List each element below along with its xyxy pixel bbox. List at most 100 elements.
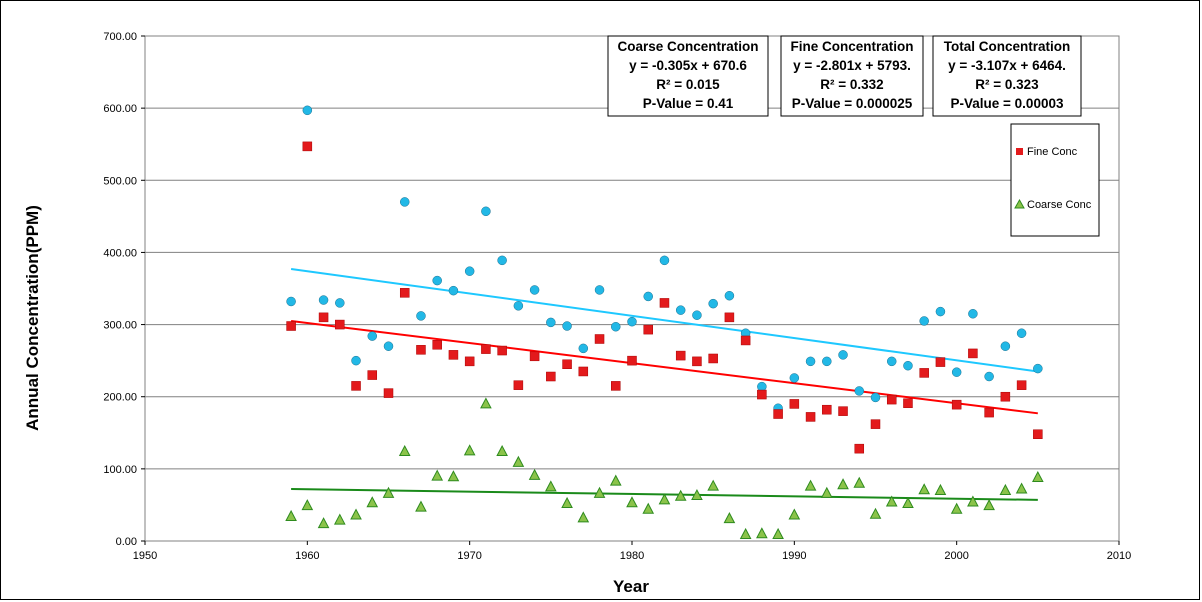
fine-conc-point — [675, 350, 686, 361]
total-conc-point — [1033, 363, 1043, 374]
x-tick-label: 2010 — [1107, 550, 1131, 562]
x-tick-label: 1950 — [133, 550, 157, 562]
stat-box-r2: R² = 0.323 — [975, 77, 1039, 92]
total-conc-point — [886, 356, 897, 367]
fine-conc-point — [351, 381, 361, 391]
fine-conc-point — [367, 370, 378, 380]
coarse-conc-point — [415, 500, 427, 512]
coarse-conc-point — [398, 444, 411, 457]
coarse-conc-point — [577, 511, 590, 523]
total-conc-point — [675, 305, 686, 315]
coarse-conc-point — [333, 513, 346, 525]
total-conc-point — [286, 296, 296, 307]
coarse-conc-point — [885, 495, 898, 507]
coarse-conc-point — [382, 486, 395, 498]
coarse-conc-point — [772, 527, 784, 540]
legend-marker-triangle — [1014, 198, 1025, 209]
total-conc-point — [1000, 341, 1011, 351]
fine-conc-point — [984, 407, 994, 418]
coarse-conc-point — [463, 444, 476, 456]
total-conc-point — [497, 255, 507, 266]
x-tick-label: 2000 — [944, 550, 968, 562]
coarse-conc-point — [1032, 470, 1044, 483]
total-conc-point — [919, 316, 929, 326]
fine-conc-point — [481, 344, 491, 354]
fine-conc-point — [318, 312, 329, 323]
coarse-conc-point — [788, 508, 801, 520]
fine-conc-point — [578, 366, 589, 377]
total-conc-point — [611, 321, 621, 332]
coarse-conc-point — [642, 502, 655, 514]
fine-conc-point — [886, 394, 897, 405]
total-conc-point — [1016, 328, 1027, 338]
total-conc-point — [399, 197, 410, 207]
total-conc-point — [529, 285, 540, 295]
stat-box-pvalue: P-Value = 0.000025 — [792, 96, 913, 111]
legend-label: Coarse Conc — [1027, 199, 1092, 211]
total-conc-point — [416, 311, 426, 321]
x-axis-title: Year — [613, 577, 649, 596]
fine-conc-point — [464, 356, 475, 367]
total-conc-point — [594, 285, 605, 295]
trend-line-0 — [290, 319, 1038, 415]
coarse-conc-point — [918, 483, 931, 495]
coarse-conc-point — [804, 479, 817, 491]
y-tick-label: 400.00 — [103, 247, 137, 259]
total-conc-point — [432, 275, 442, 286]
coarse-conc-point — [658, 493, 671, 505]
coarse-conc-point — [545, 480, 557, 492]
total-conc-point — [822, 356, 832, 367]
total-conc-point — [789, 373, 800, 383]
total-conc-point — [335, 298, 345, 308]
coarse-conc-point — [820, 486, 833, 498]
total-conc-point — [903, 360, 913, 371]
x-tick-label: 1990 — [782, 550, 806, 562]
fine-conc-point — [708, 353, 718, 364]
fine-conc-point — [692, 356, 702, 367]
coarse-conc-point — [626, 496, 638, 508]
fine-conc-point — [1016, 380, 1027, 390]
fine-conc-point — [1000, 391, 1011, 402]
x-axis-ticks: 1950 1960 1970 1980 1990 2000 2010 — [133, 541, 1131, 562]
stat-box-equation: y = -0.305x + 670.6 — [629, 58, 747, 73]
coarse-conc-point — [950, 502, 963, 514]
coarse-conc-point — [431, 469, 444, 481]
total-conc-point — [578, 343, 589, 354]
y-tick-label: 300.00 — [103, 320, 137, 332]
total-conc-point — [464, 266, 475, 276]
fine-conc-point — [789, 399, 800, 409]
coarse-conc-point — [366, 496, 379, 508]
fine-conc-point — [757, 389, 767, 400]
fine-conc-point — [611, 381, 621, 391]
y-axis-ticks: 0.00 100.00 200.00 300.00 400.00 500.00 600.00… — [103, 31, 145, 548]
stat-boxes: Coarse Concentration y = -0.305x + 670.6 R… — [607, 35, 1082, 117]
total-conc-point — [984, 371, 994, 382]
fine-conc-point — [286, 321, 296, 331]
coarse-conc-point — [707, 479, 719, 491]
coarse-conc-point — [512, 455, 525, 467]
total-conc-point — [448, 285, 459, 296]
total-conc-point — [951, 367, 962, 377]
legend-label: Fine Conc — [1027, 146, 1078, 158]
fine-conc-point — [870, 419, 881, 429]
fine-conc-point — [529, 351, 540, 362]
coarse-conc-point — [983, 499, 995, 511]
stat-box-1 — [780, 35, 924, 117]
total-conc-point — [546, 317, 556, 328]
total-conc-point — [383, 341, 394, 351]
total-conc-point — [968, 309, 978, 319]
coarse-conc-point — [301, 499, 314, 511]
stat-box-0 — [607, 35, 769, 117]
fine-conc-point — [935, 357, 946, 367]
y-tick-label: 600.00 — [103, 103, 137, 115]
total-conc-point — [643, 291, 653, 302]
stat-box-title: Fine Concentration — [790, 39, 913, 54]
legend-marker-square — [1016, 148, 1023, 155]
coarse-conc-point — [609, 474, 622, 486]
coarse-conc-point — [967, 495, 979, 507]
total-conc-point — [659, 255, 670, 266]
legend-box — [1010, 123, 1100, 237]
coarse-conc-point — [756, 527, 768, 539]
fine-conc-point — [399, 288, 410, 298]
